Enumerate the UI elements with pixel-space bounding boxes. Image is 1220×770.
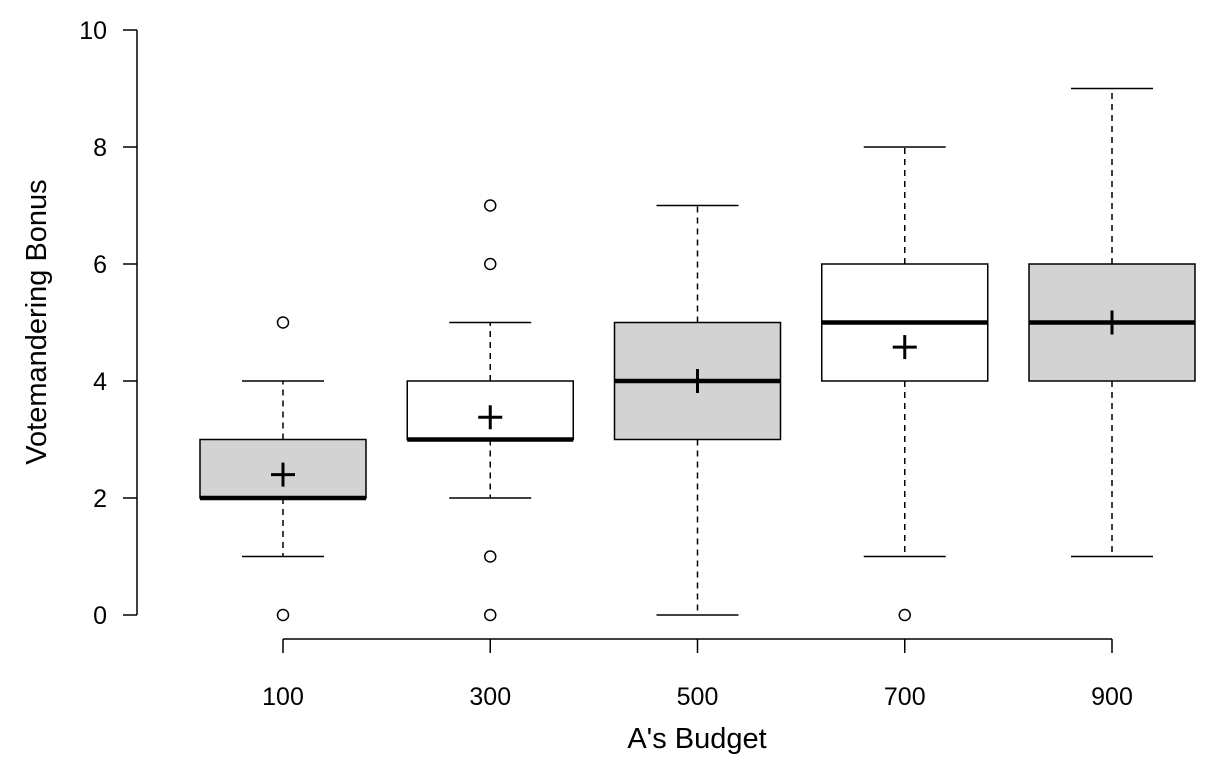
outlier-point: [484, 257, 497, 271]
box-700: [821, 146, 989, 622]
x-tick-label: 500: [677, 683, 719, 711]
mean-marker: [892, 335, 917, 360]
mean-marker: [478, 405, 503, 430]
box-300: [406, 199, 574, 622]
x-tick-label: 300: [469, 683, 511, 711]
y-tick-label: 8: [93, 134, 107, 162]
y-tick-label: 4: [93, 368, 107, 396]
box-500: [613, 204, 782, 616]
x-tick-label: 100: [262, 683, 304, 711]
outlier-point: [484, 550, 497, 563]
mean-marker: [271, 462, 295, 487]
y-tick-label: 2: [93, 485, 107, 513]
y-tick-label: 10: [79, 17, 107, 45]
mean-marker: [1100, 310, 1124, 335]
y-axis-title: Votemandering Bonus: [21, 179, 53, 464]
outlier-point: [276, 608, 290, 622]
y-tick-label: 0: [93, 602, 107, 630]
y-tick-label: 6: [93, 251, 107, 279]
y-axis: 0 2 4 6 8 10: [79, 17, 138, 630]
x-tick-label: 900: [1091, 683, 1133, 711]
outlier-point: [484, 199, 497, 212]
x-tick-label: 700: [884, 683, 926, 711]
mean-marker: [685, 369, 710, 393]
outlier-point: [484, 608, 497, 622]
box-100: [199, 316, 367, 622]
outlier-point: [898, 608, 911, 622]
box-series: [199, 87, 1196, 622]
x-axis-title: A's Budget: [627, 723, 766, 755]
box-900: [1028, 87, 1196, 558]
x-axis: 100 300 500 700 900: [262, 638, 1133, 711]
outlier-point: [276, 316, 290, 329]
